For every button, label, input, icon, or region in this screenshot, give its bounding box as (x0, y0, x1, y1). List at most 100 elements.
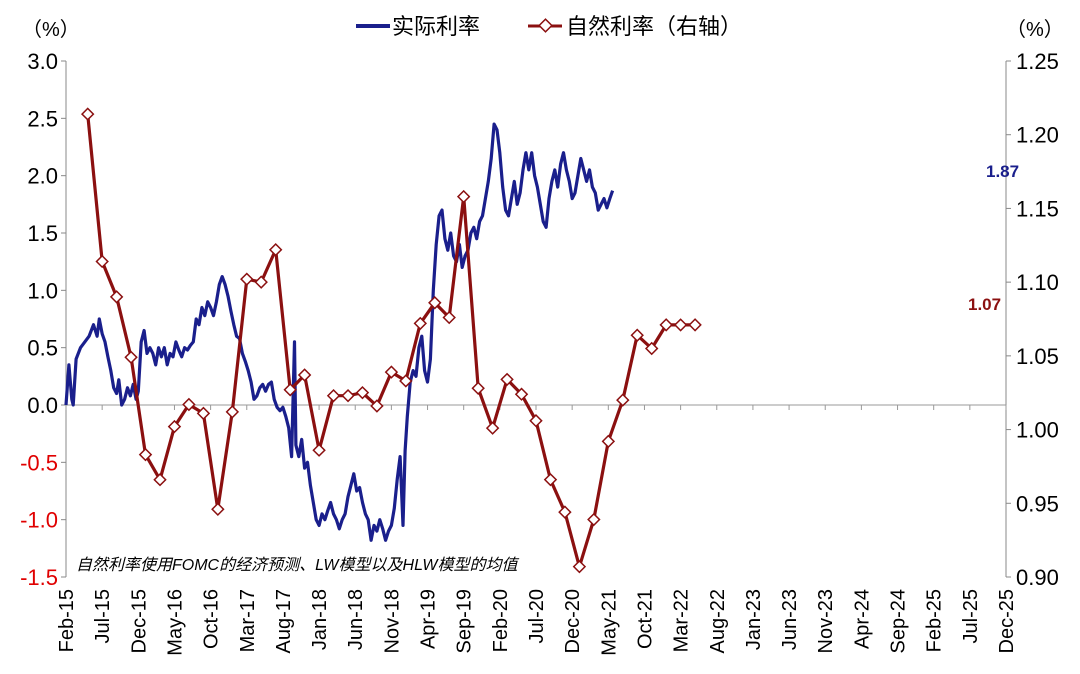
x-tick-label: Mar-17 (237, 589, 259, 652)
x-tick-label: Sep-24 (888, 589, 910, 654)
natural-rate-point (326, 388, 341, 403)
natural-rate-point (80, 107, 95, 121)
left-tick-label: 1.0 (27, 278, 58, 303)
left-tick-label: 0.0 (27, 393, 58, 418)
natural-rate-point (529, 414, 543, 428)
natural-rate-point (673, 318, 688, 332)
natural-rate-point (456, 189, 471, 204)
natural-rate-point (384, 365, 399, 379)
natural-rate-point (688, 318, 702, 332)
x-tick-label: Jul-20 (526, 589, 548, 643)
natural-rate-point (341, 388, 355, 403)
left-unit-label: （%） (22, 18, 80, 41)
right-tick-label: 1.20 (1016, 123, 1059, 148)
natural-rate-point (355, 385, 370, 400)
x-tick-label: Jul-15 (92, 589, 114, 643)
natural-rate-point (471, 381, 485, 395)
x-tick-label: Dec-25 (996, 589, 1018, 653)
right-axis: 0.90 0.95 1.00 1.05 1.10 1.15 1.20 1.25 (1006, 49, 1059, 590)
x-tick-label: Sep-19 (454, 589, 476, 654)
left-tick-label: -1.5 (20, 565, 58, 590)
left-tick-label: 2.5 (27, 106, 58, 131)
natural-rate-point (167, 419, 182, 434)
x-tick-label: Jan-23 (743, 589, 765, 650)
natural-rate-point (182, 397, 196, 412)
right-unit-label: （%） (1006, 18, 1064, 41)
natural-rate-point (370, 399, 384, 413)
natural-rate-point (138, 447, 153, 462)
natural-rate-point (630, 328, 644, 342)
x-tick-label: May-16 (164, 589, 186, 656)
x-tick-label: Feb-25 (924, 589, 946, 652)
natural-rate-point (225, 405, 240, 419)
natural-rate-point (109, 290, 124, 304)
x-axis: Feb-15 Jul-15 Dec-15 May-16 Oct-16 Mar-17 Aug-… (56, 405, 1018, 656)
natural-rate-point (587, 512, 601, 527)
natural-rate-point (312, 443, 326, 457)
x-tick-label: Aug-22 (707, 589, 729, 654)
x-tick-label: Nov-18 (381, 589, 403, 653)
left-axis: -1.5 -1.0 -0.5 0.0 0.5 1.0 1.5 2.0 2.5 3.0 (20, 49, 66, 590)
x-tick-label: Feb-20 (490, 589, 512, 652)
x-tick-label: Jun-23 (779, 589, 801, 650)
left-tick-label: -1.0 (20, 508, 58, 533)
legend-label-natural-rate: 自然利率（右轴） (566, 14, 742, 39)
end-label-natural-rate: 1.07 (968, 295, 1001, 314)
legend: 实际利率 自然利率（右轴） (356, 14, 742, 39)
natural-rate-point (601, 434, 616, 449)
x-tick-label: Dec-20 (562, 589, 584, 653)
right-tick-label: 1.05 (1016, 344, 1059, 369)
natural-rate-point (153, 472, 167, 487)
natural-rate-point (558, 505, 572, 519)
right-tick-label: 1.15 (1016, 196, 1059, 221)
x-tick-label: Jul-25 (960, 589, 982, 643)
natural-rate-point (442, 310, 456, 325)
natural-rate-point (399, 374, 413, 388)
natural-rate-point (514, 387, 529, 401)
natural-rate-point (95, 254, 109, 269)
natural-rate-point (543, 472, 558, 487)
natural-rate-point (283, 383, 297, 397)
x-tick-label: May-21 (598, 589, 620, 656)
natural-rate-point (644, 341, 659, 356)
left-tick-label: 0.5 (27, 336, 58, 361)
x-tick-label: Aug-17 (273, 589, 295, 654)
x-tick-label: Jun-18 (345, 589, 367, 650)
series-line-natural-rate (86, 113, 696, 569)
natural-rate-point (485, 421, 500, 435)
left-tick-label: -0.5 (20, 450, 58, 475)
x-tick-label: Apr-19 (418, 589, 440, 649)
x-tick-label: Oct-21 (634, 589, 656, 649)
x-tick-label: Apr-24 (851, 589, 873, 649)
plot-frame (65, 61, 1007, 577)
natural-rate-point (196, 406, 211, 421)
right-tick-label: 0.90 (1016, 565, 1059, 590)
left-tick-label: 3.0 (27, 49, 58, 74)
natural-rate-point (428, 296, 442, 310)
right-tick-label: 0.95 (1016, 491, 1059, 516)
natural-rate-point (413, 316, 428, 331)
series-line-real-rate (64, 122, 615, 542)
natural-rate-point (659, 318, 673, 332)
legend-label-real-rate: 实际利率 (392, 14, 480, 39)
x-tick-label: Feb-15 (56, 589, 78, 652)
right-tick-label: 1.25 (1016, 49, 1059, 74)
natural-rate-point (124, 350, 138, 365)
end-label-real-rate: 1.87 (986, 162, 1019, 181)
natural-rate-point (572, 559, 587, 574)
x-tick-label: Dec-15 (128, 589, 150, 653)
natural-rate-point (254, 275, 268, 289)
x-tick-label: Oct-16 (201, 589, 223, 649)
natural-rate-point (211, 502, 225, 516)
right-tick-label: 1.00 (1016, 418, 1059, 443)
natural-rate-point (616, 393, 630, 407)
legend-marker-natural-rate (538, 18, 553, 33)
x-tick-label: Nov-23 (815, 589, 837, 653)
x-tick-label: Mar-22 (671, 589, 693, 652)
natural-rate-point (268, 242, 283, 257)
natural-rate-point (297, 368, 312, 382)
natural-rate-point (500, 372, 514, 387)
left-tick-label: 1.5 (27, 221, 58, 246)
x-tick-label: Jan-18 (309, 589, 331, 650)
